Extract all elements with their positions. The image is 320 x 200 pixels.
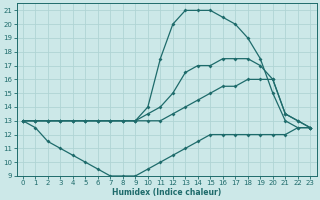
X-axis label: Humidex (Indice chaleur): Humidex (Indice chaleur) <box>112 188 221 197</box>
